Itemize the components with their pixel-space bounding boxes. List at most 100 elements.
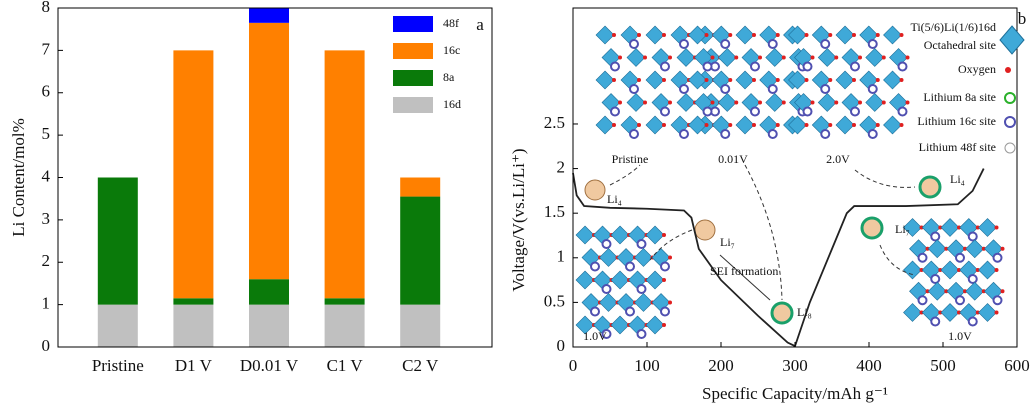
annotation: 2.0V [826,152,850,166]
oxygen-atom [711,101,715,105]
octahedron [866,94,884,112]
lithium-atom [751,108,759,116]
x-tick-label: 200 [708,356,734,375]
annotation: 0.01V [718,152,748,166]
octahedron [576,271,594,289]
annotation: Li₄ [607,192,622,206]
octahedron [966,240,984,258]
oxygen-atom [1001,289,1005,293]
legend-swatch [393,43,433,59]
lithium-atom [603,240,611,248]
octahedron [941,261,959,279]
oxygen-atom [752,33,756,37]
lithium-atom [869,130,877,138]
oxygen-atom [668,101,672,105]
octahedron [596,26,614,44]
octahedron [736,26,754,44]
octahedron [718,94,736,112]
oxygen-atom [643,101,647,105]
annotation: Li₈ [797,305,812,319]
octahedron [979,304,997,322]
y-tick-label: 1 [557,247,566,266]
oxygen-atom [811,56,815,60]
lithium-atom [638,330,646,338]
oxygen-atom [882,101,886,105]
x-tick-label: 400 [856,356,882,375]
lithium-atom [721,130,729,138]
bar-segment [400,197,440,305]
octahedron [884,26,902,44]
octahedron [884,71,902,89]
oxygen-atom [834,56,838,60]
octahedron [766,49,784,67]
oxygen-atom [668,56,672,60]
oxygen-atom [900,33,904,37]
octahedron [928,240,946,258]
y-tick-label: 1.5 [544,202,565,221]
oxygen-atom [995,268,999,272]
li-particle [695,220,715,240]
lithium-atom [591,263,599,271]
oxygen-atom [637,78,641,82]
legend-swatch [393,70,433,86]
lithium-atom [769,85,777,93]
y-tick-label: 0 [42,336,51,355]
oxygen-atom [705,33,709,37]
panel-label: b [1018,9,1027,28]
octahedron [979,219,997,237]
oxygen-atom [662,278,666,282]
octahedron [766,94,784,112]
bar-segment [325,305,365,347]
octahedron [884,116,902,134]
oxygen-atom [852,78,856,82]
lithium-atom [919,254,927,262]
oxygen-atom [834,101,838,105]
oxygen-atom [662,78,666,82]
octahedron [627,94,645,112]
oxygen-atom [612,33,616,37]
site-legend-label: Lithium 16c site [917,114,996,128]
lithium-atom [680,130,688,138]
octahedron [646,226,664,244]
oxygen-atom [637,123,641,127]
lithium-atom [931,275,939,283]
x-tick-label: D1 V [175,356,213,375]
legend-octahedron [1000,26,1024,54]
octahedron [941,304,959,322]
oxygen-atom [705,78,709,82]
octahedron [904,304,922,322]
oxygen-atom [662,123,666,127]
oxygen-atom [705,123,709,127]
y-tick-label: 8 [42,0,51,16]
oxygen-atom [805,123,809,127]
oxygen-atom [758,56,762,60]
lithium-atom [931,233,939,241]
lithium-atom [821,85,829,93]
oxygen-atom [828,78,832,82]
lithium-atom [680,40,688,48]
octahedron [611,271,629,289]
octahedron [836,116,854,134]
lithium-atom [626,308,634,316]
x-tick-label: 600 [1004,356,1030,375]
octahedron [966,282,984,300]
li-particle [772,303,792,323]
lithium-atom [994,254,1002,262]
octahedron [646,316,664,334]
octahedron [611,316,629,334]
lithium-atom [956,254,964,262]
oxygen-atom [668,301,672,305]
lithium-atom [851,108,859,116]
lithium-atom [969,233,977,241]
oxygen-atom [776,78,780,82]
bar-segment [98,305,138,347]
x-tick-label: C1 V [327,356,364,375]
lithium-atom [661,63,669,71]
crystal-image [576,226,672,338]
oxygen-atom [612,123,616,127]
annotation: SEI formation [710,264,778,278]
oxygen-atom [662,233,666,237]
lithium-atom [804,63,812,71]
y-tick-label: 2 [557,157,566,176]
octahedron [836,26,854,44]
